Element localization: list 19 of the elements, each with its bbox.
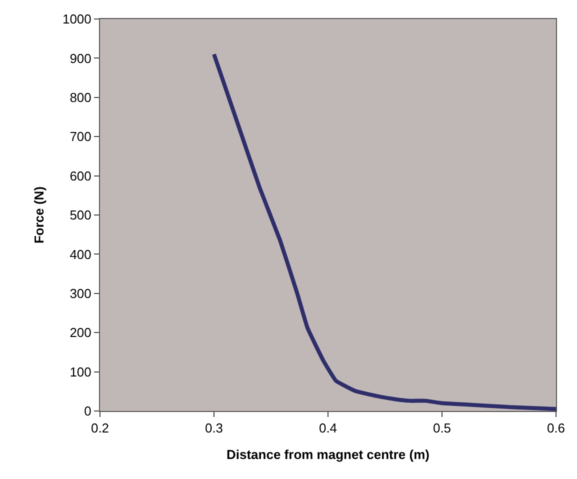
y-tick-label: 1000 [62,12,92,27]
line-series [212,52,556,411]
y-tick-label: 800 [70,90,92,105]
y-tick-label: 300 [70,286,92,301]
y-tick-label: 600 [70,168,92,184]
y-tick-label: 0 [84,404,92,419]
y-tick-label: 700 [70,129,92,144]
x-tick-label: 0.2 [90,420,110,436]
y-tick-label: 500 [70,208,92,223]
y-tick-label: 200 [70,325,92,340]
x-axis-title: Distance from magnet centre (m) [226,447,430,462]
x-tick-label: 0.4 [318,420,338,436]
y-tick-label: 100 [70,364,92,380]
y-tick-label: 400 [70,246,92,262]
x-tick-label: 0.6 [546,420,566,436]
x-tick-label: 0.3 [204,420,224,436]
x-tick-label: 0.5 [432,420,452,436]
y-tick-label: 900 [70,50,92,66]
y-axis-title: Force (N) [31,186,46,244]
